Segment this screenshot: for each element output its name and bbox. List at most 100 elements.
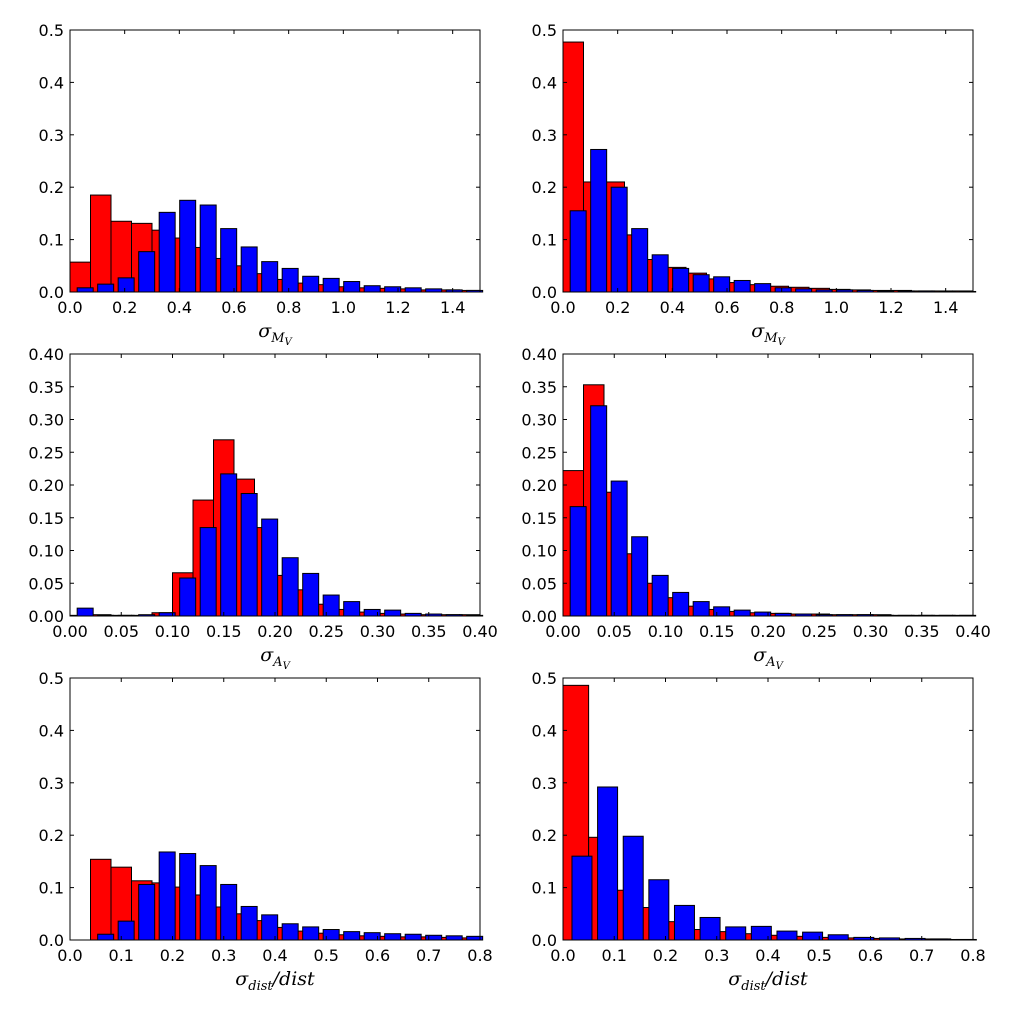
blue-bar xyxy=(651,574,669,617)
blue-bar xyxy=(648,879,670,941)
blue-bar xyxy=(404,287,422,293)
y-tick-label: 0.40 xyxy=(28,345,64,364)
blue-bar xyxy=(281,923,299,941)
y-tick-label: 0.0 xyxy=(39,931,64,950)
x-tick-label: 0.10 xyxy=(648,622,684,641)
x-tick-label: 0.7 xyxy=(416,946,441,965)
blue-bar xyxy=(571,855,593,941)
y-tick-label: 0.1 xyxy=(39,231,64,250)
blue-bar xyxy=(343,601,361,617)
chart-panel-middle-right: 0.00 0.05 0.10 0.15 0.20 0.25 0.30 0.35 0.40 0.00… xyxy=(521,345,990,672)
blue-bar xyxy=(302,926,320,941)
plot-frame xyxy=(562,29,974,293)
x-tick-label: 1.2 xyxy=(385,298,410,317)
blue-bar xyxy=(322,594,340,617)
x-tick-label: 0.8 xyxy=(467,946,492,965)
blue-bar xyxy=(138,251,156,293)
blue-bar xyxy=(281,267,299,293)
x-tick-label: 0.05 xyxy=(103,622,139,641)
blue-bar xyxy=(199,527,217,617)
blue-bar xyxy=(610,186,628,293)
blue-bar xyxy=(631,228,649,293)
x-tick-label: 1.4 xyxy=(440,298,465,317)
blue-bar xyxy=(713,606,731,617)
blue-bar xyxy=(261,261,279,293)
x-tick-label: 0.00 xyxy=(52,622,88,641)
blue-bar xyxy=(622,835,644,941)
x-tick-label: 0.1 xyxy=(109,946,134,965)
y-tick-label: 0.1 xyxy=(39,879,64,898)
x-tick-label: 0.30 xyxy=(853,622,889,641)
x-tick-label: 0.25 xyxy=(308,622,344,641)
blue-bar xyxy=(261,518,279,617)
chart-panel-top-right: 0.0 0.1 0.2 0.3 0.4 0.5 0.0 0.2 0.4 0.6 0.8 1.0 1.2 1… xyxy=(532,21,977,348)
x-tick-label: 0.35 xyxy=(904,622,940,641)
y-tick-label: 0.4 xyxy=(39,73,64,92)
y-tick-label: 0.15 xyxy=(521,509,557,528)
x-axis-label: σAV xyxy=(753,644,784,672)
x-tick-label: 0.10 xyxy=(155,622,191,641)
y-tick-label: 0.05 xyxy=(521,574,557,593)
blue-bar xyxy=(445,935,463,941)
y-tick-label: 0.10 xyxy=(521,542,557,561)
x-tick-label: 0.7 xyxy=(909,946,934,965)
blue-bar xyxy=(590,148,608,293)
blue-bar xyxy=(384,933,402,941)
x-tick-label: 0.05 xyxy=(596,622,632,641)
blue-bar xyxy=(117,277,135,293)
y-tick-label: 0.35 xyxy=(521,378,557,397)
x-axis-label: σMV xyxy=(258,320,293,348)
blue-bar xyxy=(673,904,695,941)
blue-bar xyxy=(672,267,690,293)
x-tick-label: 0.2 xyxy=(605,298,630,317)
blue-bar xyxy=(733,609,751,617)
plot-frame xyxy=(69,29,481,293)
blue-bar xyxy=(672,591,690,617)
blue-bar xyxy=(590,405,608,617)
blue-bar xyxy=(425,934,443,941)
x-tick-label: 0.6 xyxy=(221,298,246,317)
x-tick-label: 0.35 xyxy=(411,622,447,641)
x-tick-label: 0.20 xyxy=(257,622,293,641)
blue-bar xyxy=(725,926,747,941)
y-tick-label: 0.3 xyxy=(39,774,64,793)
y-tick-label: 0.10 xyxy=(28,542,64,561)
blue-bar xyxy=(827,934,849,941)
blue-bar xyxy=(138,883,156,941)
blue-bar xyxy=(158,851,176,941)
y-tick-label: 0.30 xyxy=(521,411,557,430)
x-tick-label: 0.2 xyxy=(653,946,678,965)
blue-bar xyxy=(281,557,299,617)
blue-bar xyxy=(240,905,258,941)
x-axis-label: σAV xyxy=(260,644,291,672)
x-tick-label: 0.00 xyxy=(545,622,581,641)
blue-bar xyxy=(631,536,649,617)
blue-bar xyxy=(199,204,217,293)
y-tick-label: 0.00 xyxy=(28,607,64,626)
blue-bar xyxy=(597,786,619,941)
blue-bar xyxy=(179,199,197,293)
x-tick-label: 0.6 xyxy=(365,946,390,965)
blue-bar xyxy=(343,281,361,293)
y-tick-label: 0.5 xyxy=(39,669,64,688)
blue-bar xyxy=(651,254,669,293)
y-tick-label: 0.4 xyxy=(532,73,557,92)
x-tick-label: 0.0 xyxy=(57,298,82,317)
x-tick-label: 0.8 xyxy=(769,298,794,317)
y-tick-label: 0.40 xyxy=(521,345,557,364)
x-tick-label: 0.15 xyxy=(699,622,735,641)
y-tick-label: 0.35 xyxy=(28,378,64,397)
y-tick-label: 0.30 xyxy=(28,411,64,430)
x-tick-label: 0.2 xyxy=(160,946,185,965)
x-tick-label: 0.5 xyxy=(807,946,832,965)
x-tick-label: 0.6 xyxy=(714,298,739,317)
y-tick-label: 0.0 xyxy=(532,931,557,950)
x-tick-label: 1.4 xyxy=(933,298,958,317)
chart-panel-bottom-right: 0.0 0.1 0.2 0.3 0.4 0.5 0.0 0.1 0.2 0.3 0.4 0.5 0.6 0… xyxy=(532,669,986,994)
blue-bar xyxy=(76,287,94,293)
x-axis-label: σMV xyxy=(751,320,786,348)
x-tick-label: 1.2 xyxy=(878,298,903,317)
blue-bar xyxy=(404,933,422,941)
y-tick-label: 0.5 xyxy=(532,21,557,40)
blue-bar xyxy=(384,609,402,617)
